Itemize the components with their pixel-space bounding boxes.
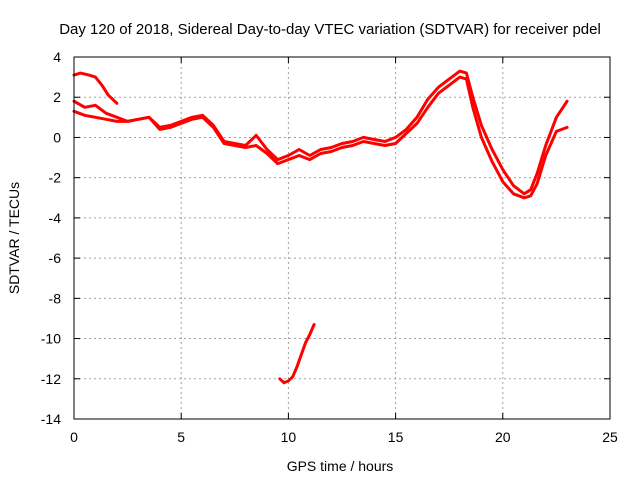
series-arc-2 — [72, 69, 569, 196]
y-tick-label: 0 — [53, 129, 61, 145]
y-tick-label: -14 — [41, 411, 61, 427]
tick-labels: 0 5 10 15 20 25 -14 -12 -10 -8 -6 -4 -2 0 2 4 — [41, 49, 618, 445]
grid-lines — [74, 57, 610, 419]
x-tick-label: 15 — [388, 429, 404, 445]
y-tick-label: -4 — [49, 210, 62, 226]
series-group — [72, 69, 569, 385]
x-tick-label: 10 — [281, 429, 297, 445]
y-tick-label: -12 — [41, 371, 61, 387]
chart-title: Day 120 of 2018, Sidereal Day-to-day VTE… — [59, 21, 601, 38]
y-tick-label: -6 — [49, 250, 62, 266]
series-arc-3 — [72, 75, 569, 200]
series-arc-4 — [278, 323, 316, 385]
y-tick-label: -10 — [41, 331, 61, 347]
x-tick-label: 20 — [495, 429, 511, 445]
x-tick-label: 25 — [602, 429, 618, 445]
y-tick-label: -2 — [49, 170, 62, 186]
y-tick-label: 4 — [53, 49, 61, 65]
y-axis-title: SDTVAR / TECUs — [6, 182, 22, 294]
x-axis-title: GPS time / hours — [287, 458, 394, 474]
x-tick-label: 5 — [177, 429, 185, 445]
series-arc-1 — [72, 71, 119, 105]
plot-frame — [73, 56, 611, 420]
x-tick-label: 0 — [70, 429, 78, 445]
y-tick-label: -8 — [49, 290, 62, 306]
axis-ticks — [73, 56, 611, 420]
y-tick-label: 2 — [53, 89, 61, 105]
